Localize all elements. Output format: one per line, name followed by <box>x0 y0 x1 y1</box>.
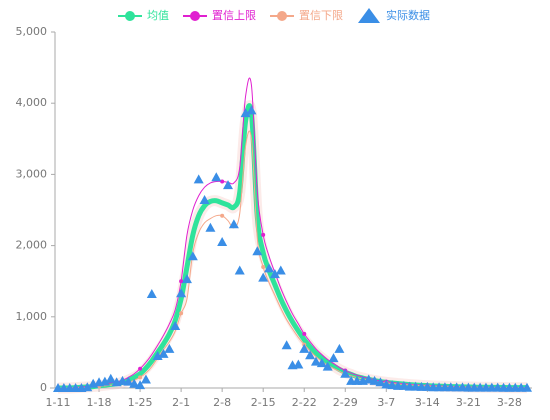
line-point <box>261 264 266 269</box>
legend-symbol <box>190 11 200 21</box>
triangle-point <box>176 288 187 298</box>
triangle-point <box>99 376 110 386</box>
triangle-point <box>258 272 269 282</box>
triangle-point <box>211 172 222 182</box>
x-tick-label: 2-1 <box>172 396 190 409</box>
line-point <box>179 311 184 316</box>
triangle-point <box>375 377 386 387</box>
legend-label: 置信上限 <box>212 9 256 22</box>
y-tick-label: 2,000 <box>16 239 48 252</box>
triangle-point <box>293 359 304 369</box>
line-point <box>220 179 225 184</box>
triangle-point <box>217 237 228 247</box>
triangle-point <box>246 105 257 115</box>
y-tick-label: 5,000 <box>16 25 48 38</box>
x-tick-label: 1-11 <box>46 396 71 409</box>
triangle-point <box>269 269 280 279</box>
triangle-point <box>316 358 327 368</box>
triangle-point <box>123 376 134 386</box>
line <box>57 77 528 389</box>
x-tick-label: 1-18 <box>87 396 112 409</box>
triangle-point <box>299 343 310 353</box>
x-tick-label: 2-8 <box>213 396 231 409</box>
line-point <box>138 375 143 380</box>
triangle-point <box>387 380 398 390</box>
triangle-point <box>381 379 392 389</box>
triangle-point <box>310 356 321 366</box>
x-tick-label: 3-21 <box>456 396 481 409</box>
triangle-point <box>187 251 198 261</box>
triangle-point <box>240 108 251 118</box>
triangle-point <box>135 380 146 390</box>
triangle-point <box>170 321 181 331</box>
triangle-point <box>193 174 204 184</box>
triangle-point <box>340 368 351 378</box>
legend: 均值 置信上限 置信下限 实际数据 <box>118 8 430 23</box>
triangle-point <box>117 375 128 385</box>
line <box>57 130 528 389</box>
triangle-point <box>82 382 93 392</box>
triangle-point <box>322 361 333 371</box>
triangle-point <box>205 222 216 232</box>
y-tick-label: 4,000 <box>16 96 48 109</box>
triangle-point <box>252 246 263 256</box>
x-tick-label: 2-15 <box>251 396 276 409</box>
y-tick-label: 3,000 <box>16 167 48 180</box>
legend-label: 均值 <box>147 9 169 22</box>
legend-symbol <box>125 11 135 21</box>
triangle-point <box>105 373 116 383</box>
triangle-point <box>264 263 275 273</box>
x-tick-label: 3-28 <box>497 396 522 409</box>
triangle-point <box>234 265 245 275</box>
y-tick-label: 1,000 <box>16 310 48 323</box>
line <box>57 103 528 391</box>
legend-label: 实际数据 <box>386 8 430 22</box>
x-tick-label: 2-22 <box>292 396 317 409</box>
line-point <box>138 366 143 371</box>
x-tick-label: 2-29 <box>333 396 358 409</box>
triangle-point <box>228 219 239 229</box>
triangle-point <box>199 195 210 205</box>
x-tick-label: 3-14 <box>415 396 440 409</box>
triangle-point <box>398 380 409 390</box>
triangle-point <box>328 353 339 363</box>
triangle-point <box>522 382 532 392</box>
line-point <box>261 232 266 237</box>
triangle-point <box>158 348 169 358</box>
triangle-point <box>223 180 234 190</box>
triangle-point <box>305 350 316 360</box>
line-point <box>302 331 307 336</box>
triangle-point <box>369 375 380 385</box>
line-point <box>179 279 184 284</box>
triangle-point <box>164 343 175 353</box>
line-point <box>220 213 225 218</box>
x-tick-label: 3-7 <box>377 396 395 409</box>
triangle-point <box>146 289 157 299</box>
line-glow <box>57 100 528 394</box>
triangle-point <box>334 343 345 353</box>
legend-symbol <box>277 11 287 21</box>
y-tick-label: 0 <box>40 381 47 394</box>
triangle-point <box>140 374 151 384</box>
triangle-point <box>181 274 192 284</box>
triangle-point <box>281 340 292 350</box>
triangle-point <box>275 265 286 275</box>
legend-label: 置信下限 <box>299 9 343 22</box>
x-tick-label: 1-25 <box>128 396 153 409</box>
triangle-point <box>363 374 374 384</box>
legend-symbol <box>358 8 380 23</box>
triangle-point <box>129 378 140 388</box>
